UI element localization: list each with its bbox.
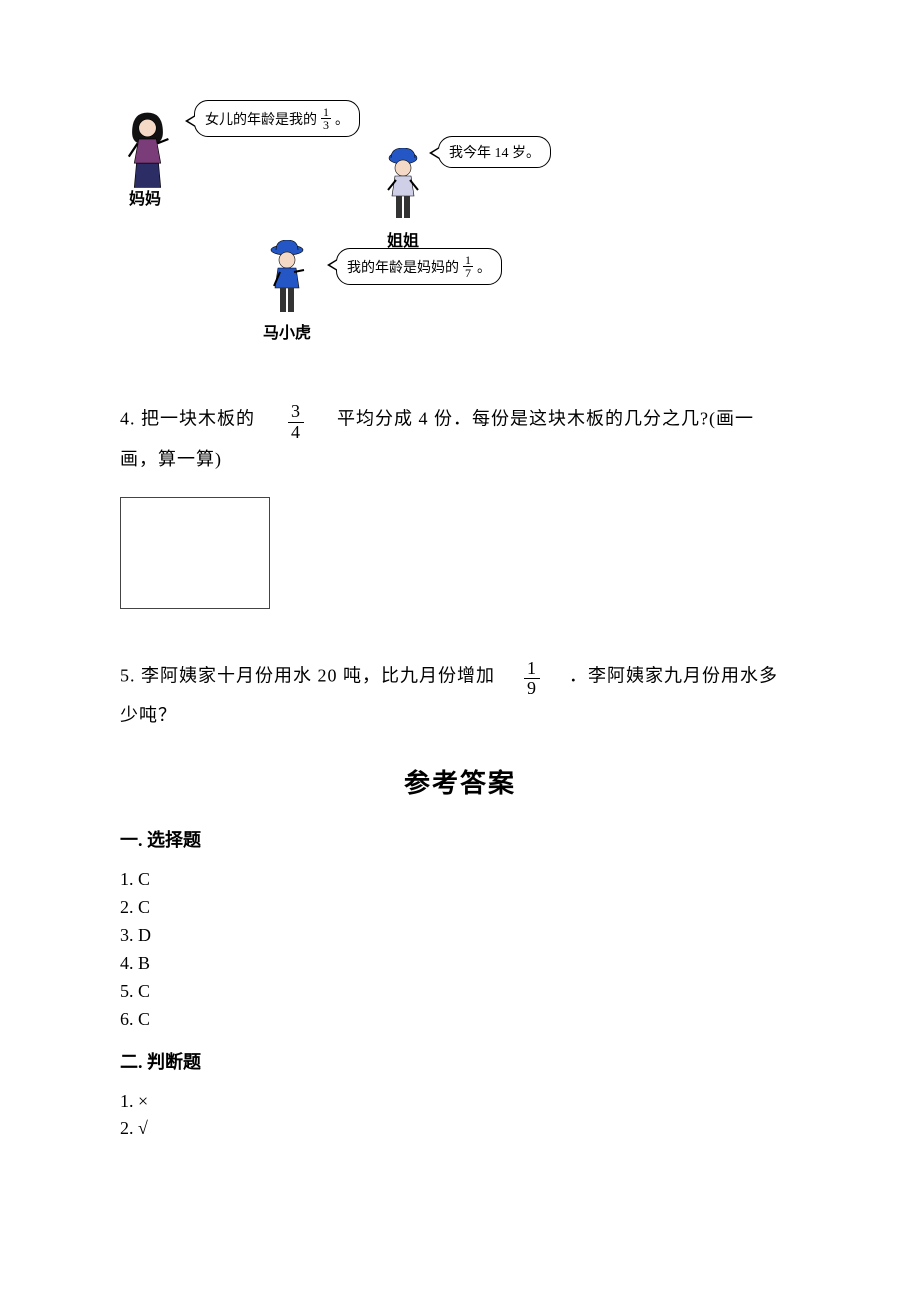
- q5-prefix: 5. 李阿姨家十月份用水 20 吨，比九月份增加: [120, 665, 495, 685]
- section-choice-label: 一. 选择题: [120, 826, 800, 852]
- choice-answers: 1. C 2. C 3. D 4. B 5. C 6. C: [120, 866, 800, 1033]
- choice-answer-item: 4. B: [120, 950, 800, 978]
- q4-tail: 画，算一算): [120, 441, 800, 477]
- fraction-den: 3: [321, 119, 331, 131]
- q4-prefix: 4. 把一块木板的: [120, 408, 255, 428]
- person-mom: 妈妈: [120, 106, 170, 209]
- choice-answer-item: 2. C: [120, 894, 800, 922]
- person-sister-figure: [378, 148, 428, 223]
- fraction-one-ninth: 1 9: [524, 659, 540, 700]
- question-5: 5. 李阿姨家十月份用水 20 吨，比九月份增加 1 9 ．李阿姨家九月份用水多…: [120, 657, 800, 734]
- truefalse-answer-item: 1. ×: [120, 1088, 800, 1116]
- dialogue-illustration: 妈妈 女儿的年龄是我的 1 3 。: [120, 100, 800, 360]
- drawing-box: [120, 497, 270, 609]
- choice-answer-item: 6. C: [120, 1006, 800, 1034]
- fraction-one-third: 1 3: [321, 106, 331, 131]
- q4-mid: 平均分成 4 份．每份是这块木板的几分之几?(画一: [337, 408, 754, 428]
- person-tiger-label: 马小虎: [263, 319, 311, 343]
- fraction-den: 7: [463, 267, 473, 279]
- person-tiger-figure: [262, 240, 312, 315]
- fraction-num: 3: [288, 402, 304, 423]
- fraction-den: 4: [288, 423, 304, 443]
- person-mom-figure: [120, 106, 170, 181]
- fraction-num: 1: [524, 659, 540, 680]
- bubble-sister-text: 我今年 14 岁。: [449, 142, 540, 162]
- section-truefalse-label: 二. 判断题: [120, 1048, 800, 1074]
- fraction-one-seventh: 1 7: [463, 254, 473, 279]
- bubble-sister: 我今年 14 岁。: [438, 136, 551, 168]
- bubble-mom: 女儿的年龄是我的 1 3 。: [194, 100, 360, 137]
- bubble-tiger: 我的年龄是妈妈的 1 7 。: [336, 248, 502, 285]
- fraction-den: 9: [524, 679, 540, 699]
- choice-answer-item: 5. C: [120, 978, 800, 1006]
- bubble-tiger-text: 我的年龄是妈妈的: [347, 257, 459, 277]
- bubble-mom-text: 女儿的年龄是我的: [205, 109, 317, 129]
- fraction-three-fourths: 3 4: [288, 402, 304, 443]
- choice-answer-item: 1. C: [120, 866, 800, 894]
- truefalse-answer-item: 2. √: [120, 1115, 800, 1143]
- question-4: 4. 把一块木板的 3 4 平均分成 4 份．每份是这块木板的几分之几?(画一 …: [120, 400, 800, 477]
- choice-answer-item: 3. D: [120, 922, 800, 950]
- person-tiger: 马小虎: [262, 240, 312, 343]
- q5-mid: ．李阿姨家九月份用水多: [569, 665, 778, 685]
- answer-key-title: 参考答案: [120, 763, 800, 800]
- bubble-mom-period: 。: [335, 109, 349, 129]
- truefalse-answers: 1. × 2. √: [120, 1088, 800, 1144]
- q5-tail: 少吨？: [120, 697, 800, 733]
- person-sister: 姐姐: [378, 148, 428, 251]
- bubble-tiger-period: 。: [477, 257, 491, 277]
